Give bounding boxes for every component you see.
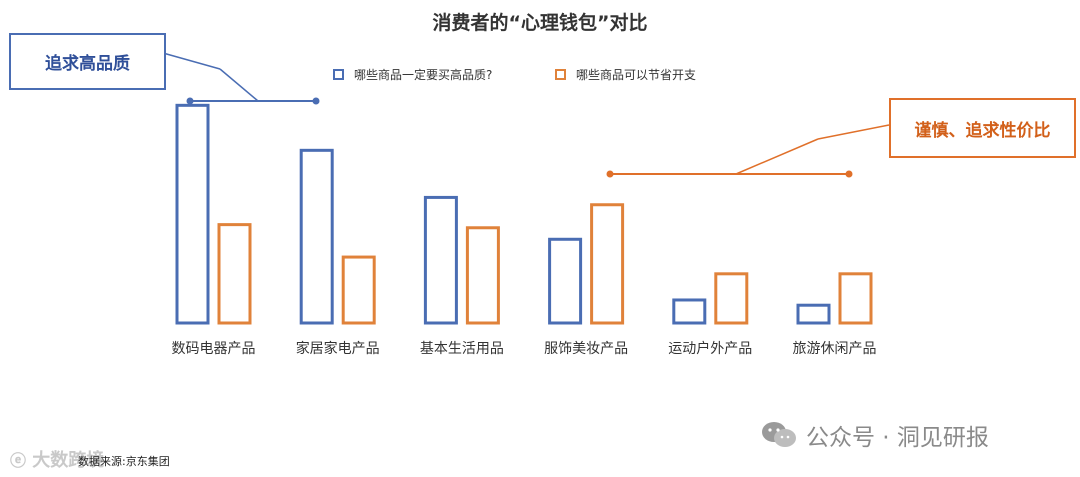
watermark-left: ⓔ 大数跨境 [10,446,104,472]
legend-item-save: 哪些商品可以节省开支 [555,66,696,83]
x-tick-label: 基本生活用品 [420,340,504,357]
bar-save-2 [465,226,500,325]
x-tick-label: 数码电器产品 [172,341,256,357]
annotation-high-quality: 追求高品质 [9,33,166,90]
legend-label: 哪些商品可以节省开支 [576,68,697,82]
source-note: 数据来源:京东集团 [78,455,170,468]
watermark-right-text: 公众号 · 洞见研报 [806,425,989,451]
bar-save-5 [838,272,873,325]
watermark-logo-icon: ⓔ [10,451,27,470]
bar-high-quality-4 [672,298,707,325]
annotation-text: 追求高品质 [45,54,130,74]
annotation-value: 谨慎、追求性价比 [889,98,1076,158]
x-tick-label: 旅游休闲产品 [793,341,877,357]
annotation-connector-orange [606,124,890,178]
legend-swatch-orange [555,69,566,80]
legend-swatch-blue [333,69,344,80]
chart-title: 消费者的“心理钱包”对比 [432,12,648,34]
legend-label: 哪些商品一定要买高品质? [354,68,493,82]
legend-item-high-quality: 哪些商品一定要买高品质? [333,66,492,83]
bar-save-4 [714,272,749,325]
bar-high-quality-3 [548,237,583,325]
bar-save-3 [590,203,625,325]
watermark-right: 公众号 · 洞见研报 [760,418,989,452]
bar-save-1 [341,255,376,325]
annotation-text: 谨慎、追求性价比 [914,120,1051,141]
watermark-left-text: 大数跨境 [32,450,105,471]
x-tick-label: 服饰美妆产品 [544,341,628,357]
bar-high-quality-5 [796,303,831,325]
x-tick-label: 家居家电产品 [296,340,380,357]
x-tick-label: 运动户外产品 [668,340,752,357]
annotation-connector-blue [162,52,320,105]
wechat-icon [762,422,796,447]
bar-high-quality-2 [423,195,458,325]
bar-save-0 [217,223,252,325]
bar-high-quality-1 [299,148,334,325]
bar-high-quality-0 [175,103,210,325]
